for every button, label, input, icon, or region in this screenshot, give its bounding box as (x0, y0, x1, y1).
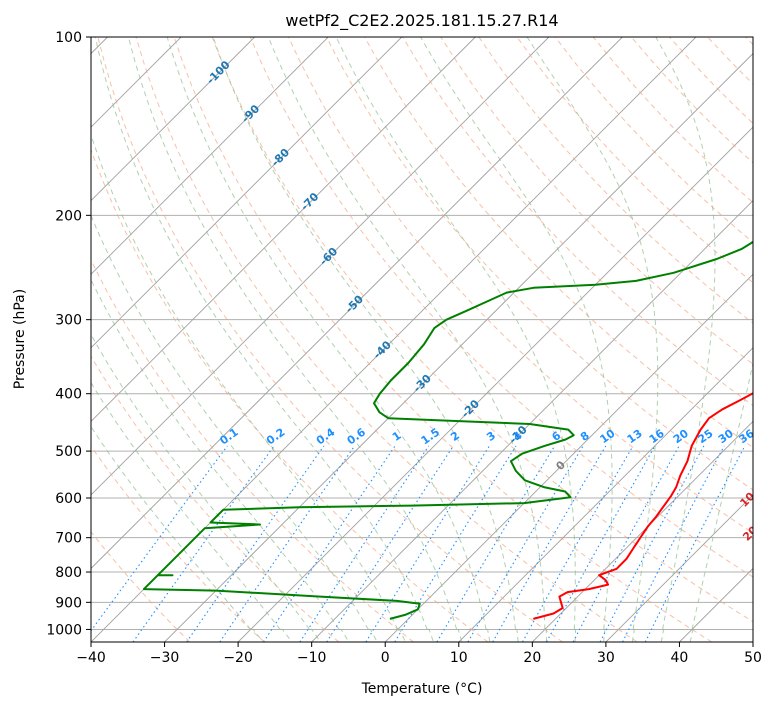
isotherm-line (605, 494, 753, 642)
y-tick-label: 100 (55, 30, 82, 46)
mixing-ratio-line (365, 445, 490, 642)
x-tick-label: 20 (523, 650, 541, 666)
x-tick-label: −10 (297, 650, 327, 666)
y-axis-label: Pressure (hPa) (12, 289, 28, 389)
dry-adiabat-line (516, 37, 753, 284)
moist-adiabat-line (368, 628, 378, 642)
mixing-ratio-line (394, 445, 517, 642)
sounding-series (142, 240, 753, 620)
moist-adiabat-line (309, 628, 321, 642)
y-tick-label: 300 (55, 313, 82, 329)
moist-adiabat-line (128, 37, 458, 630)
moist-adiabat-line (335, 37, 576, 630)
moist-adiabat-line (91, 133, 399, 630)
plot-frame (90, 36, 754, 643)
dry-adiabat-line (440, 37, 753, 365)
x-axis-label: Temperature (°C) (361, 681, 483, 697)
x-tick-label: 0 (381, 650, 390, 666)
mixing-ratio-line (299, 445, 430, 642)
moist-adiabat-line (486, 628, 491, 642)
isotherm-line (91, 37, 329, 275)
moist-adiabat-line (544, 628, 547, 642)
dry-adiabat-line (91, 531, 191, 642)
moist-adiabat-line (655, 37, 716, 630)
moist-adiabat-line (94, 37, 428, 630)
mixing-ratio-line (326, 445, 454, 642)
x-tick-label: 40 (671, 650, 689, 666)
y-tick-label: 1000 (46, 622, 82, 638)
isotherm-line (91, 37, 476, 422)
dry-adiabat-line (91, 148, 489, 642)
mixing-ratio-line (572, 445, 680, 642)
y-tick-label: 900 (55, 595, 82, 611)
isotherm-line (164, 52, 753, 642)
dry-adiabat-lines (91, 37, 753, 642)
isobar-grid (91, 37, 753, 630)
y-tick-label: 600 (55, 491, 82, 507)
moist-adiabat-line (91, 425, 252, 630)
x-tick-label: −20 (223, 650, 253, 666)
moist-adiabat-lines (91, 37, 753, 642)
x-tick-label: −30 (150, 650, 180, 666)
mixing-ratio-line (546, 445, 656, 642)
isotherm-line (91, 37, 550, 496)
dry-adiabat-line (402, 37, 753, 407)
mixing-ratio-line (263, 445, 396, 642)
moist-adiabat-line (280, 628, 293, 642)
y-tick-label: 800 (55, 565, 82, 581)
mixing-ratio-line (492, 445, 607, 642)
y-tick-label: 700 (55, 531, 82, 547)
isotherm-line (91, 37, 403, 349)
x-tick-label: 10 (450, 650, 468, 666)
x-axis-ticks: −40 −30 −20 −10 0 10 20 30 40 50 (76, 642, 762, 666)
isotherm-line (91, 37, 623, 570)
moist-adiabat-line (691, 360, 753, 630)
y-tick-label: 400 (55, 387, 82, 403)
dry-adiabat-line (173, 37, 713, 642)
dry-adiabat-line (135, 37, 638, 642)
moist-adiabat-line (166, 37, 487, 630)
moist-adiabat-line (420, 37, 613, 630)
x-tick-label: 30 (597, 650, 615, 666)
isotherm-line (237, 126, 753, 642)
x-tick-label: −40 (76, 650, 106, 666)
mixing-ratio-label: 36 (737, 427, 757, 447)
isotherm-line (91, 37, 255, 202)
isotherm-line (384, 273, 753, 642)
moist-adiabat-line (515, 628, 519, 642)
moist-adiabat-line (689, 628, 694, 642)
moist-adiabat-line (267, 37, 546, 630)
temperature-profile-line (533, 392, 753, 620)
moist-adiabat-line (250, 628, 264, 642)
isotherm-line (458, 347, 753, 642)
dry-adiabat-line (211, 37, 753, 623)
dry-adiabat-line (97, 37, 563, 642)
chart-title: wetPf2_C2E2.2025.181.15.27.R14 (285, 11, 558, 31)
dry-adiabat-line (249, 37, 753, 578)
mixing-ratio-line (436, 445, 556, 642)
moist-adiabat-line (526, 37, 659, 630)
isotherm-line (532, 420, 753, 642)
moist-adiabat-line (338, 628, 350, 642)
moist-adiabat-line (660, 628, 665, 642)
moist-adiabat-line (631, 628, 635, 642)
dewpoint-profile-line (142, 240, 753, 620)
moist-adiabat-line (427, 628, 434, 642)
y-axis-ticks: 100 200 300 400 500 600 700 800 900 1000 (46, 30, 91, 638)
dry-adiabat-line (91, 445, 265, 642)
moist-adiabat-line (456, 628, 463, 642)
x-tick-label: 50 (744, 650, 762, 666)
moist-adiabat-line (574, 628, 577, 642)
y-tick-label: 500 (55, 444, 82, 460)
y-tick-label: 200 (55, 208, 82, 224)
moist-adiabat-line (91, 214, 369, 630)
dry-adiabat-line (287, 37, 753, 534)
moist-adiabat-line (397, 628, 406, 642)
moist-adiabat-line (91, 381, 281, 630)
moist-adiabat-line (603, 628, 606, 642)
mixing-ratio-line (467, 445, 584, 642)
